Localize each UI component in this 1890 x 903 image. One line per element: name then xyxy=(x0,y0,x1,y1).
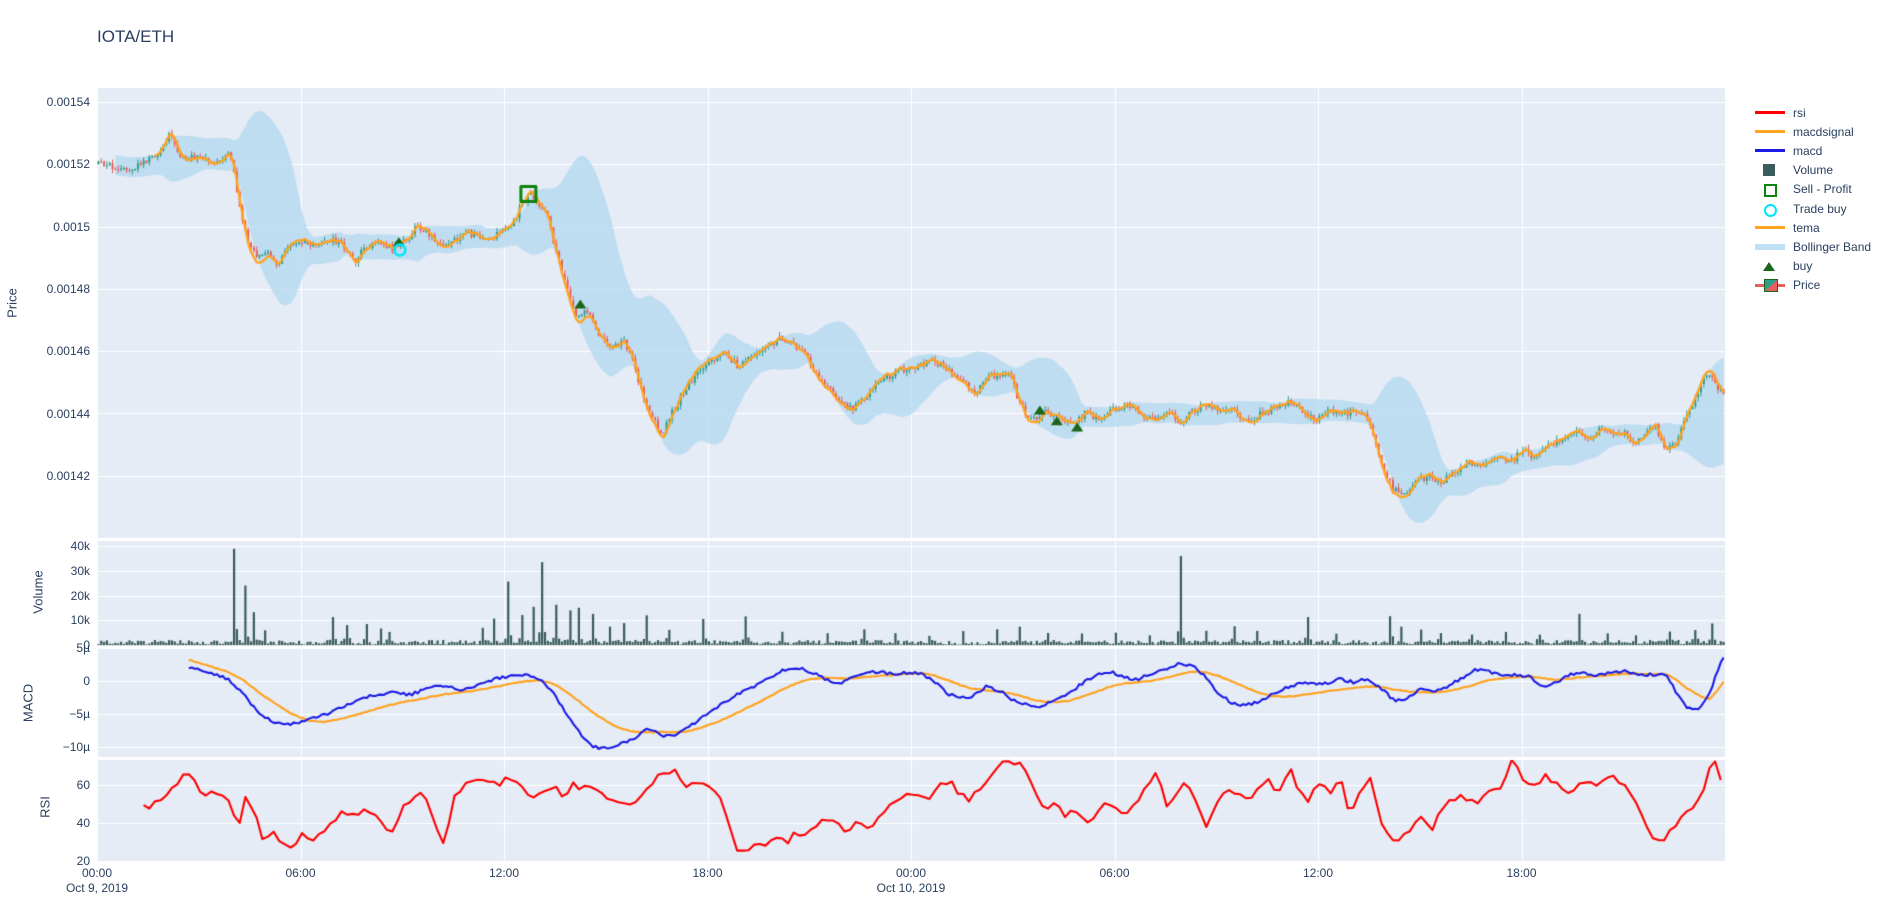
macd-tick-label: 5µ xyxy=(76,641,90,655)
x-tick-label: 00:00 xyxy=(895,866,927,880)
open-square-swatch-icon xyxy=(1755,181,1789,198)
volume-tick-label: 40k xyxy=(70,539,90,553)
x-date-label: Oct 10, 2019 xyxy=(876,881,946,895)
macd-tick-label: 0 xyxy=(83,674,90,688)
legend-item-tema[interactable]: tema xyxy=(1755,218,1871,237)
x-tick-label: 06:00 xyxy=(1099,866,1130,880)
volume-tick-label: 0 xyxy=(83,638,90,653)
x-tick-label: 18:00 xyxy=(1506,866,1537,880)
triangle-swatch-icon xyxy=(1755,258,1789,274)
x-date-label: Oct 9, 2019 xyxy=(65,881,129,895)
price-tick-label: 0.00146 xyxy=(46,344,90,359)
x-tick-label: 12:00 xyxy=(1302,866,1334,880)
legend-item-label: tema xyxy=(1793,220,1820,235)
x-tick-label: 00:00 xyxy=(81,866,113,880)
legend-item-label: Sell - Profit xyxy=(1793,182,1852,197)
legend-item-bollinger-band[interactable]: Bollinger Band xyxy=(1755,237,1871,256)
legend-item-macdsignal[interactable]: macdsignal xyxy=(1755,122,1871,141)
price-tick-label: 0.0015 xyxy=(53,219,90,234)
legend-item-macd[interactable]: macd xyxy=(1755,141,1871,160)
legend-item-label: buy xyxy=(1793,259,1813,274)
price-tick-label: 0.00148 xyxy=(46,281,90,296)
x-tick-label: 06:00 xyxy=(285,866,316,880)
legend-item-label: Volume xyxy=(1793,163,1834,178)
price-tick-label: 0.00152 xyxy=(46,157,90,172)
legend-item-sell-profit[interactable]: Sell - Profit xyxy=(1755,180,1871,199)
line-swatch-icon xyxy=(1755,105,1789,121)
rsi-tick-label: 20 xyxy=(76,853,90,868)
price-tick-label: 0.00142 xyxy=(46,468,90,483)
legend-item-label: macdsignal xyxy=(1793,124,1854,139)
macd-tick-label: −5µ xyxy=(69,707,90,721)
legend-item-label: rsi xyxy=(1793,105,1806,120)
legend-item-label: Trade buy xyxy=(1793,201,1847,216)
rsi-tick-label: 60 xyxy=(76,778,90,793)
legend-item-label: Bollinger Band xyxy=(1793,239,1872,254)
x-tick-label: 18:00 xyxy=(692,866,723,880)
line-swatch-icon xyxy=(1755,143,1789,159)
legend-item-label: Price xyxy=(1793,278,1821,293)
band-swatch-icon xyxy=(1755,239,1789,255)
square-swatch-icon xyxy=(1755,162,1789,178)
price-tick-label: 0.00154 xyxy=(46,95,90,109)
macd-tick-label: −10µ xyxy=(62,740,90,754)
candle-swatch-icon xyxy=(1755,277,1789,293)
x-tick-label: 12:00 xyxy=(488,866,520,880)
volume-tick-label: 30k xyxy=(70,563,90,578)
legend-item-label: macd xyxy=(1793,143,1823,158)
legend: rsi macdsignal macd Volume Sell - Profit Trad… xyxy=(1755,103,1871,295)
line-swatch-icon xyxy=(1755,124,1789,140)
price-tick-label: 0.00144 xyxy=(46,406,90,421)
legend-item-volume[interactable]: Volume xyxy=(1755,161,1871,180)
rsi-axis-title: RSI xyxy=(37,796,53,818)
legend-item-trade-buy[interactable]: Trade buy xyxy=(1755,199,1871,218)
open-circle-swatch-icon xyxy=(1755,201,1789,217)
line-swatch-icon xyxy=(1755,220,1789,236)
page-title: IOTA/ETH xyxy=(97,27,175,46)
volume-tick-label: 10k xyxy=(70,613,90,628)
volume-tick-label: 20k xyxy=(70,588,90,603)
legend-item-rsi[interactable]: rsi xyxy=(1755,103,1871,122)
rsi-tick-label: 40 xyxy=(76,815,90,830)
legend-item-buy[interactable]: buy xyxy=(1755,257,1871,276)
legend-item-price[interactable]: Price xyxy=(1755,276,1871,295)
